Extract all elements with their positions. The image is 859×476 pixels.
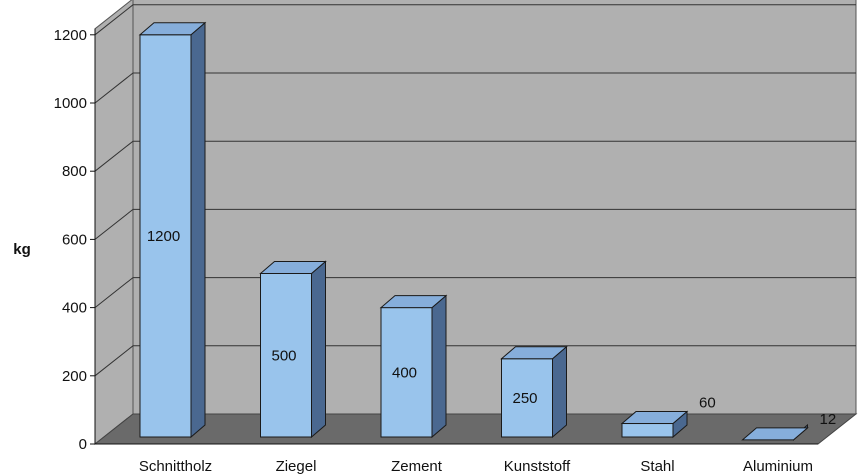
- bar-front: [260, 273, 312, 438]
- bar: [259, 260, 327, 439]
- bar-top: [259, 261, 327, 274]
- back-wall: [132, 0, 857, 415]
- x-tick-label: Zement: [391, 458, 443, 475]
- data-label: 250: [512, 390, 537, 407]
- bar: [379, 294, 448, 439]
- data-label: 1200: [147, 228, 180, 245]
- y-tick-label: 600: [62, 231, 87, 248]
- data-label: 400: [392, 364, 417, 381]
- bar-top: [379, 295, 448, 309]
- y-tick-label: 200: [62, 368, 87, 385]
- gridline: [94, 4, 856, 36]
- bar: [620, 410, 689, 439]
- x-tick-label: Ziegel: [276, 458, 317, 475]
- y-tick-label: 800: [62, 163, 87, 180]
- bar-front: [621, 423, 674, 438]
- bar-side: [431, 294, 447, 439]
- floor: [93, 413, 858, 445]
- bar-top: [620, 411, 689, 425]
- x-tick-label: Aluminium: [743, 458, 813, 475]
- bar: [500, 345, 568, 439]
- bar: [138, 21, 207, 439]
- y-tick-label: 1200: [54, 27, 87, 44]
- x-tick-label: Stahl: [640, 458, 674, 475]
- bar-front: [139, 34, 192, 438]
- bar-side: [190, 21, 206, 439]
- y-axis-label: kg: [13, 241, 31, 258]
- y-tick-label: 0: [79, 436, 87, 453]
- gridline: [94, 208, 856, 240]
- bar-side: [311, 260, 326, 439]
- y-tick-label: 400: [62, 300, 87, 317]
- y-tick-label: 1000: [54, 95, 87, 112]
- gridline: [94, 345, 856, 377]
- side-wall: [94, 0, 134, 446]
- data-label: 12: [820, 411, 837, 428]
- x-tick-label: Schnittholz: [139, 458, 212, 475]
- bar-top: [741, 427, 809, 441]
- x-tick-label: Kunststoff: [504, 458, 571, 475]
- data-label: 500: [271, 347, 296, 364]
- bar-top: [138, 22, 207, 36]
- gridline: [94, 277, 856, 308]
- bar-side: [552, 345, 567, 439]
- bar-top: [500, 346, 568, 360]
- data-label: 60: [699, 395, 716, 412]
- bar: [741, 423, 809, 441]
- gridline: [94, 140, 856, 172]
- gridline: [94, 72, 856, 104]
